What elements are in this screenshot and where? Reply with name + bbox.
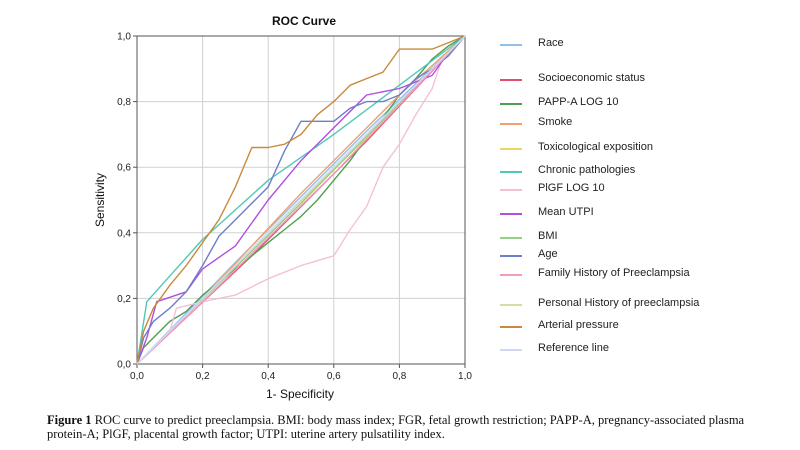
legend-label: PAPP-A LOG 10 <box>538 96 619 108</box>
x-tick-label: 0,2 <box>196 371 210 382</box>
x-tick-label: 0,4 <box>261 371 275 382</box>
legend-label: BMI <box>538 230 558 242</box>
series-lines <box>136 35 466 365</box>
legend-label: Socioeconomic status <box>538 72 645 84</box>
x-axis-label: 1- Specificity <box>266 387 334 401</box>
x-tick-label: 1,0 <box>458 371 472 382</box>
legend-label: Smoke <box>538 116 573 128</box>
legend-swatch <box>500 326 522 328</box>
series-line-arterial-pressure <box>136 35 466 365</box>
legend-swatch <box>500 189 522 191</box>
legend-swatch <box>500 255 522 257</box>
y-tick-label: 0,2 <box>117 294 131 305</box>
legend-label: Family History of Preeclampsia <box>538 267 690 279</box>
y-tick-label: 0,6 <box>117 163 131 174</box>
legend-label: Chronic pathologies <box>538 164 636 176</box>
legend-swatch <box>500 237 522 239</box>
legend-swatch <box>500 274 522 276</box>
series-line-age <box>136 35 466 365</box>
axes: 0,0 0,2 0,4 0,6 0,8 1,0 0,0 0,2 0,4 0,6 0,8 1,0 <box>117 32 472 383</box>
legend-label: Age <box>538 248 558 260</box>
legend-swatch <box>500 44 522 46</box>
legend-swatch <box>500 171 522 173</box>
caption-label: Figure 1 <box>47 413 92 427</box>
legend-swatch <box>500 148 522 150</box>
series-line-plgf-log-10 <box>136 35 466 365</box>
figure-caption: Figure 1 ROC curve to predict preeclamps… <box>47 413 767 441</box>
legend-label: Race <box>538 37 564 49</box>
x-tick-label: 0,6 <box>327 371 341 382</box>
legend-swatch <box>500 79 522 81</box>
x-tick-label: 0,8 <box>392 371 406 382</box>
legend-label: Toxicological exposition <box>538 141 653 153</box>
legend-swatch <box>500 213 522 215</box>
plot-frame <box>136 35 466 365</box>
series-line-chronic-pathologies <box>136 35 466 365</box>
chart-legend: Race Socioeconomic status PAPP-A LOG 10 Smo… <box>498 30 788 370</box>
y-axis-label: Sensitivity <box>93 173 107 227</box>
legend-label: PlGF LOG 10 <box>538 182 605 194</box>
y-tick-label: 0,0 <box>117 360 131 371</box>
legend-label: Personal History of preeclampsia <box>538 297 700 309</box>
y-tick-label: 1,0 <box>117 32 131 43</box>
legend-label: Arterial pressure <box>538 319 619 331</box>
y-tick-label: 0,4 <box>117 228 131 239</box>
x-tick-label: 0,0 <box>130 371 144 382</box>
series-line-family-history-of-preeclampsia <box>136 35 466 365</box>
legend-swatch <box>500 123 522 125</box>
legend-swatch <box>500 103 522 105</box>
caption-text: ROC curve to predict preeclampsia. BMI: … <box>47 413 745 441</box>
legend-label: Mean UTPI <box>538 206 594 218</box>
legend-swatch <box>500 349 522 351</box>
series-line-race <box>136 35 466 365</box>
legend-label: Reference line <box>538 342 609 354</box>
chart-title: ROC Curve <box>272 14 336 28</box>
series-line-reference-line <box>136 35 466 365</box>
y-tick-label: 0,8 <box>117 97 131 108</box>
legend-swatch <box>500 304 522 306</box>
series-line-mean-utpi <box>136 35 466 365</box>
